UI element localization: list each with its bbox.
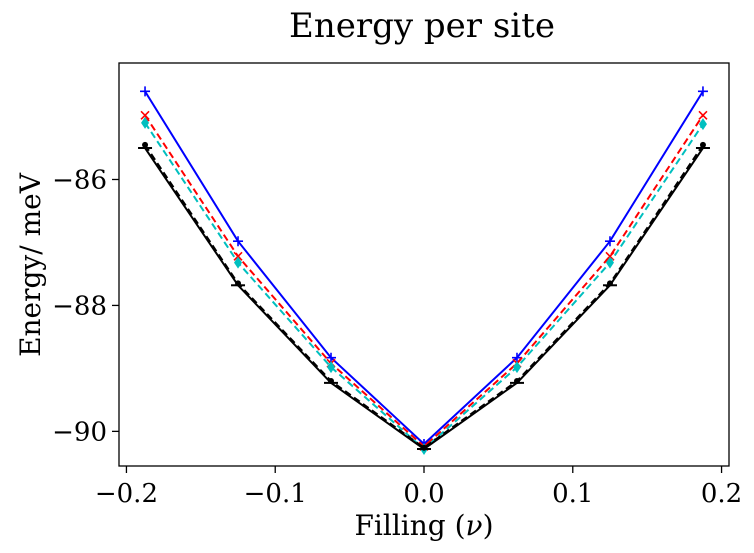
data-point [142,141,149,148]
x-axis-label-close: ) [483,509,494,542]
x-tick-label: −0.2 [95,479,158,509]
series-black-solid-hline [138,147,710,451]
series-red-dashed-x [140,110,708,452]
series-line [144,144,704,449]
data-point [140,110,150,120]
series-layer [138,86,710,455]
plot-frame [118,62,730,467]
y-tick-label: −86 [52,165,107,195]
x-tick-label: 0.0 [403,479,444,509]
data-point [697,86,708,97]
x-tick-label: 0.1 [552,479,593,509]
x-axis-label: Filling (ν) [355,509,494,542]
series-line [144,147,704,451]
data-point [511,352,522,363]
data-point [233,251,243,261]
x-tick-label: −0.1 [244,479,307,509]
data-point [604,236,615,247]
series-line [144,122,704,451]
series-cyan-dashed-diamond [141,116,707,455]
data-point [233,236,244,247]
series-line [144,90,704,446]
y-axis: −90 −88 −86 [52,165,119,447]
series-black-dashed-dot [142,141,706,451]
data-point [512,361,521,374]
chart-title: Energy per site [289,6,555,46]
data-point [140,86,151,97]
data-point [327,361,336,374]
data-point [698,110,708,120]
data-point [605,256,614,269]
data-point [699,141,706,148]
y-tick-label: −88 [52,291,107,321]
data-point [326,352,337,363]
x-axis: −0.2 −0.1 0.0 0.1 0.2 [95,466,742,509]
x-tick-label: 0.2 [701,479,742,509]
data-point [141,116,150,129]
x-axis-label-text: Filling ( [355,509,466,542]
y-axis-label: Energy/ meV [14,172,47,357]
y-tick-label: −90 [52,417,107,447]
data-point [234,256,243,269]
x-axis-label-symbol: ν [466,509,483,542]
data-point [698,118,707,131]
series-line [144,114,704,448]
